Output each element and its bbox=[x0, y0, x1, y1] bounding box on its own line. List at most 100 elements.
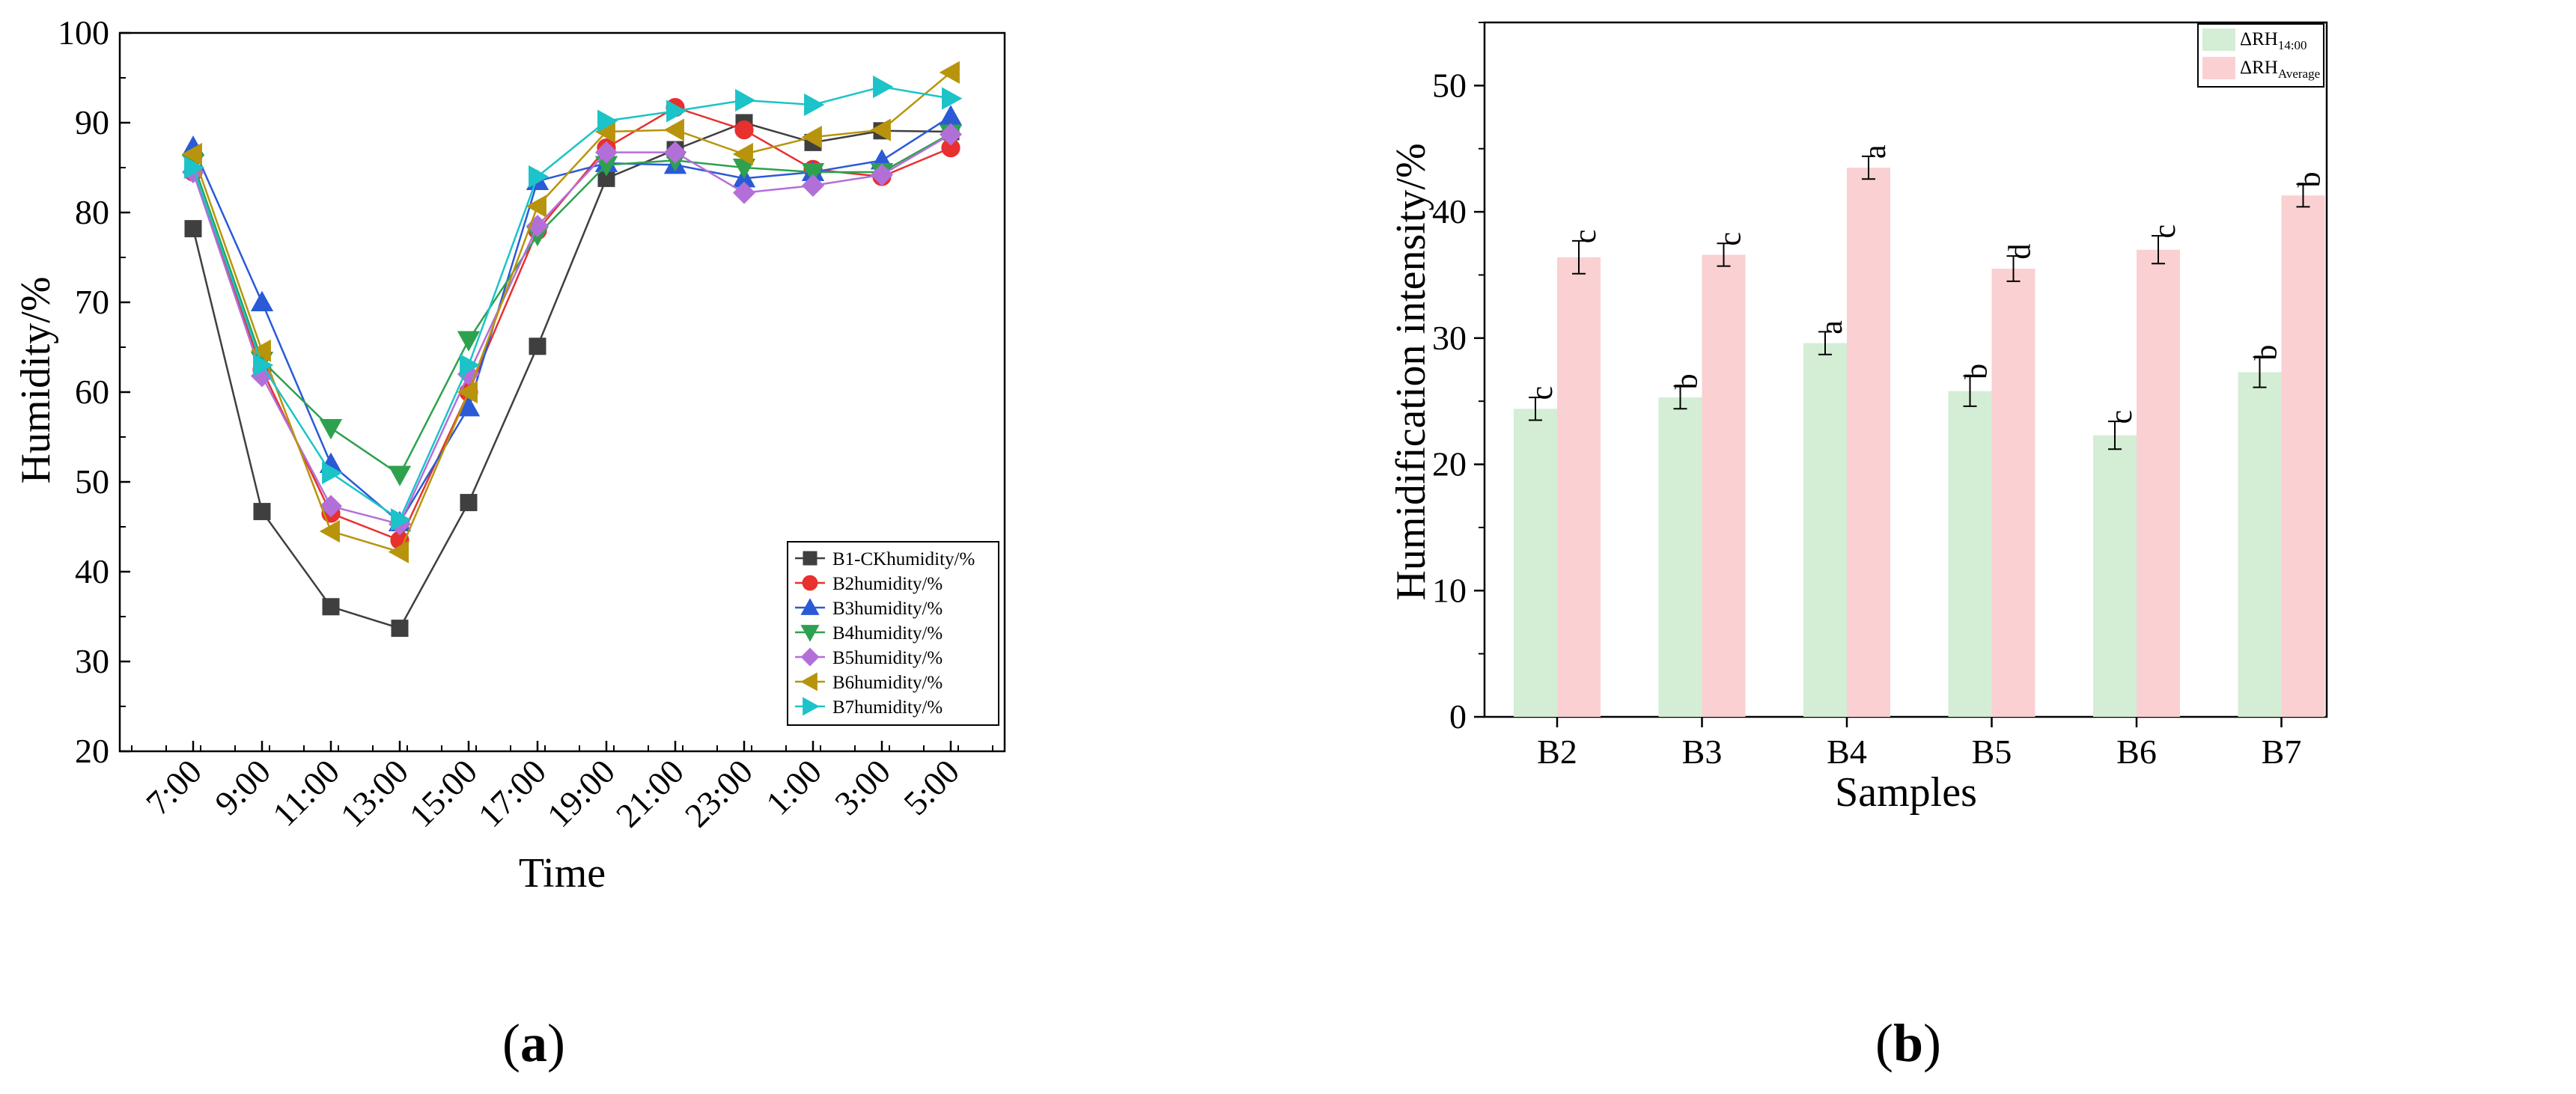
legend-label-subscript: Average bbox=[2278, 67, 2320, 81]
data-point bbox=[526, 195, 546, 218]
plot-frame bbox=[1483, 21, 2328, 718]
bar bbox=[2281, 195, 2325, 717]
series-line bbox=[192, 85, 951, 522]
x-axis-title: Samples bbox=[1835, 769, 1977, 816]
bar-chart-bars-group: c b a b c b c c a d c b bbox=[1514, 144, 2327, 717]
data-point bbox=[801, 126, 822, 149]
data-point bbox=[870, 118, 891, 141]
data-point bbox=[250, 290, 274, 311]
x-tick-label: B6 bbox=[2116, 733, 2157, 771]
data-point bbox=[801, 163, 825, 184]
x-tick-label: 1:00 bbox=[758, 752, 829, 822]
bar bbox=[1658, 397, 1702, 717]
bar bbox=[1948, 391, 1992, 717]
bar bbox=[1803, 343, 1847, 717]
data-point bbox=[388, 465, 412, 486]
bar bbox=[1991, 269, 2035, 717]
panel-label-a: (a) bbox=[502, 1013, 565, 1073]
data-point bbox=[391, 620, 409, 638]
data-point bbox=[526, 214, 549, 238]
data-point bbox=[319, 519, 340, 543]
y-axis-title: Humidity/% bbox=[13, 277, 59, 484]
significance-label: d bbox=[2003, 244, 2038, 260]
x-tick-label: B2 bbox=[1537, 733, 1577, 771]
data-point bbox=[460, 353, 481, 377]
legend-entry: B3humidity/% bbox=[795, 598, 943, 619]
x-tick-label: 13:00 bbox=[333, 752, 415, 834]
y-tick-label: 70 bbox=[75, 283, 109, 321]
legend-box bbox=[2197, 23, 2324, 88]
data-point bbox=[253, 503, 271, 521]
x-tick-label: 7:00 bbox=[138, 752, 209, 822]
data-point bbox=[732, 181, 756, 204]
series-line bbox=[192, 121, 951, 630]
legend-entry: B5humidity/% bbox=[795, 647, 943, 668]
significance-label: c bbox=[2104, 410, 2139, 424]
legend-entry: ΔRH14:00 bbox=[2202, 28, 2307, 52]
legend-label-main: ΔRH bbox=[2240, 29, 2278, 49]
legend-marker bbox=[803, 697, 820, 716]
legend-swatch bbox=[2202, 57, 2235, 79]
data-point bbox=[663, 118, 684, 141]
bar bbox=[1514, 409, 1557, 717]
series-B4humidity/% bbox=[181, 124, 963, 486]
legend-entry: B2humidity/% bbox=[795, 574, 943, 594]
data-point bbox=[529, 165, 549, 189]
significance-label: a bbox=[1815, 320, 1849, 334]
legend-entry: ΔRHAverage bbox=[2202, 57, 2320, 81]
legend-entry: B4humidity/% bbox=[795, 623, 943, 644]
data-point bbox=[319, 495, 343, 518]
significance-label: b bbox=[2293, 171, 2327, 187]
data-point bbox=[457, 380, 478, 404]
data-point bbox=[184, 156, 205, 180]
series-delta-rh-1400: c b a b c b bbox=[1514, 320, 2284, 717]
y-tick-label: 50 bbox=[75, 462, 109, 501]
legend-marker bbox=[800, 647, 820, 667]
legend-entry: B6humidity/% bbox=[795, 672, 943, 693]
y-tick-label: 20 bbox=[1432, 445, 1467, 483]
bar bbox=[2238, 372, 2282, 717]
significance-label: c bbox=[1568, 230, 1603, 244]
y-tick-label: 30 bbox=[1432, 319, 1467, 357]
legend-label: B2humidity/% bbox=[832, 574, 943, 594]
y-tick-label: 50 bbox=[1432, 66, 1467, 104]
series-B6humidity/% bbox=[181, 61, 960, 563]
x-tick-label: B4 bbox=[1827, 733, 1867, 771]
y-axis-title: Humidification intensity/% bbox=[1388, 143, 1434, 600]
data-point bbox=[594, 141, 618, 164]
x-tick-label: 11:00 bbox=[265, 752, 347, 834]
data-point bbox=[801, 174, 825, 198]
legend-label: B6humidity/% bbox=[832, 673, 943, 693]
data-point bbox=[322, 461, 343, 485]
legend-label: B1-CKhumidity/% bbox=[832, 549, 975, 569]
data-point bbox=[873, 75, 894, 99]
data-point bbox=[460, 494, 478, 512]
significance-label: a bbox=[1858, 144, 1893, 159]
data-point bbox=[666, 100, 687, 123]
x-tick-label: 15:00 bbox=[402, 752, 484, 834]
data-point bbox=[870, 163, 894, 186]
significance-label: c bbox=[2148, 224, 2182, 239]
bar bbox=[2093, 435, 2137, 717]
legend-label-main: ΔRH bbox=[2240, 58, 2278, 78]
y-tick-label: 40 bbox=[1432, 192, 1467, 230]
x-axis-title: Time bbox=[519, 850, 606, 896]
data-point bbox=[388, 540, 409, 563]
series-line bbox=[192, 71, 951, 554]
y-tick-label: 40 bbox=[75, 552, 109, 590]
legend-entry: B1-CKhumidity/% bbox=[795, 549, 975, 569]
bar-chart-axes: 0 10 20 30 40 50 B2 B3 B4 B5 B6 B7 bbox=[1432, 21, 2328, 771]
data-point bbox=[734, 120, 754, 140]
data-point bbox=[181, 142, 202, 166]
legend-box bbox=[787, 541, 999, 726]
data-point bbox=[939, 123, 963, 146]
data-point bbox=[735, 88, 756, 112]
series-B7humidity/% bbox=[184, 75, 963, 531]
bar bbox=[1702, 254, 1746, 717]
significance-label: b bbox=[1960, 364, 1994, 379]
data-point bbox=[184, 220, 202, 238]
line-chart-legend: B1-CKhumidity/% B2humidity/% B3humidity/% B… bbox=[787, 541, 999, 726]
legend-label: B3humidity/% bbox=[832, 599, 943, 619]
